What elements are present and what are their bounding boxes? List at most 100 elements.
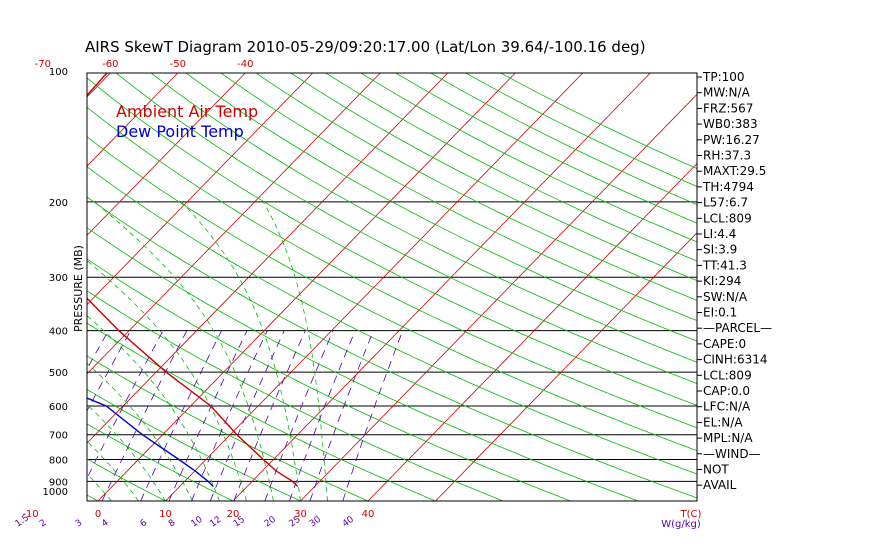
pressure-tick-label: 800 [49, 456, 68, 467]
mixing-ratio-unit-label: W(g/kg) [661, 519, 701, 530]
mixing-ratio-line [87, 330, 131, 412]
dry-adiabat-line [325, 73, 697, 262]
index-value: MW:N/A [703, 86, 751, 100]
pressure-tick-label: 200 [49, 198, 68, 209]
isotherm-line [87, 73, 381, 375]
pressure-tick-label: 400 [49, 327, 68, 338]
index-value: CAPE:0 [703, 337, 746, 351]
axis-tick-labels: 1002003004005006007008009001000-50-40-30… [14, 59, 702, 530]
dry-adiabat-line [465, 73, 697, 187]
isotherm-line [232, 73, 651, 501]
y-axis-label: PRESSURE (MB) [72, 245, 85, 332]
moist-adiabat-line [87, 362, 193, 501]
index-value: EL:N/A [703, 415, 743, 429]
mixing-ratio-line [140, 330, 222, 501]
index-value: LCL:809 [703, 211, 752, 225]
index-value: —PARCEL— [703, 321, 772, 335]
top-temperature-tick-label: -50 [170, 59, 186, 70]
dry-adiabat-line [290, 73, 697, 281]
moist-adiabat-line [94, 201, 274, 501]
moist-adiabat-line [87, 404, 166, 501]
index-value: SW:N/A [703, 290, 748, 304]
dry-adiabat-line [430, 73, 697, 206]
index-value: FRZ:567 [703, 101, 753, 115]
mixing-ratio-line [168, 330, 248, 501]
temperature-tick-label: 20 [227, 509, 240, 520]
index-value: LI:4.4 [703, 227, 736, 241]
isotherms [0, 73, 697, 501]
legend-entry: Dew Point Temp [116, 122, 244, 141]
top-temperature-tick-label: -60 [102, 59, 118, 70]
mixing-ratio-line [87, 330, 164, 480]
dry-adiabats [87, 73, 697, 501]
dry-adiabat-line [500, 73, 697, 170]
index-value: MAXT:29.5 [703, 164, 766, 178]
mixing-ratio-line [87, 330, 109, 370]
index-value: WB0:383 [703, 117, 758, 131]
mixing-ratio-line [342, 330, 404, 501]
dry-adiabat-line [115, 73, 697, 385]
mixing-ratio-line [101, 330, 188, 501]
isotherm-line [367, 162, 697, 501]
index-value: CINH:6314 [703, 353, 768, 367]
isotherm-line [87, 73, 314, 306]
mixing-ratio-tick-label: 20 [263, 515, 278, 530]
pressure-tick-label: 1000 [43, 487, 68, 498]
isotherm-line [0, 73, 43, 501]
index-value: LFC:N/A [703, 400, 751, 414]
dry-adiabat-line [87, 423, 234, 501]
mixing-ratio-tick-label: 6 [139, 518, 150, 530]
temperature-tick-label: 40 [362, 509, 375, 520]
pressure-tick-label: 700 [49, 431, 68, 442]
mixing-ratio-line [0, 331, 78, 501]
isotherm-line [87, 73, 449, 444]
mixing-ratio-lines [0, 330, 404, 501]
mixing-ratio-tick-label: 3 [74, 518, 84, 529]
pressure-tick-label: 300 [49, 273, 68, 284]
index-value: RH:37.3 [703, 149, 751, 163]
dry-adiabat-line [87, 166, 697, 475]
top-temperature-tick-label: -40 [237, 59, 253, 70]
index-value: TP:100 [702, 70, 745, 84]
temperature-tick-label: -10 [22, 509, 38, 520]
index-value: PW:16.27 [703, 133, 760, 147]
index-value: L57:6.7 [703, 196, 748, 210]
index-value: CAP:0.0 [703, 384, 750, 398]
mixing-ratio-tick-label: 8 [167, 518, 178, 530]
isotherm-line [97, 73, 516, 501]
sounding-profiles [87, 73, 299, 487]
moist-adiabat-line [262, 201, 328, 501]
isotherm-line [300, 93, 697, 501]
mixing-ratio-line [264, 330, 334, 501]
pressure-tick-label: 900 [49, 477, 68, 488]
index-value: NOT [703, 463, 729, 477]
dry-adiabat-line [87, 196, 697, 499]
index-value: KI:294 [703, 274, 741, 288]
mixing-ratio-tick-label: 4 [100, 518, 111, 530]
isotherm-line [435, 232, 697, 501]
mixing-ratio-line [191, 330, 268, 501]
mixing-ratio-tick-label: 12 [208, 515, 223, 530]
isotherm-line [87, 73, 246, 236]
index-value: TH:4794 [702, 180, 754, 194]
mixing-ratio-line [0, 331, 29, 501]
dry-adiabat-line [255, 73, 697, 301]
mixing-ratio-tick-label: 2 [38, 518, 48, 529]
mixing-ratio-tick-label: 10 [189, 515, 204, 530]
plot-area [0, 73, 697, 501]
dry-adiabat-line [87, 458, 166, 501]
dewpoint-line [87, 397, 214, 487]
moist-adiabat-line [0, 202, 31, 501]
index-value: TT:41.3 [702, 258, 747, 272]
mixing-ratio-line [233, 330, 306, 501]
mixing-ratio-line [289, 330, 356, 501]
legend-entry: Ambient Air Temp [116, 102, 258, 121]
index-value: EI:0.1 [703, 306, 737, 320]
temperature-tick-label: 0 [95, 509, 101, 520]
dry-adiabat-line [87, 136, 697, 452]
moist-adiabat-line [181, 201, 301, 501]
dry-adiabat-line [87, 227, 639, 501]
ambient-temp-line [87, 73, 299, 487]
